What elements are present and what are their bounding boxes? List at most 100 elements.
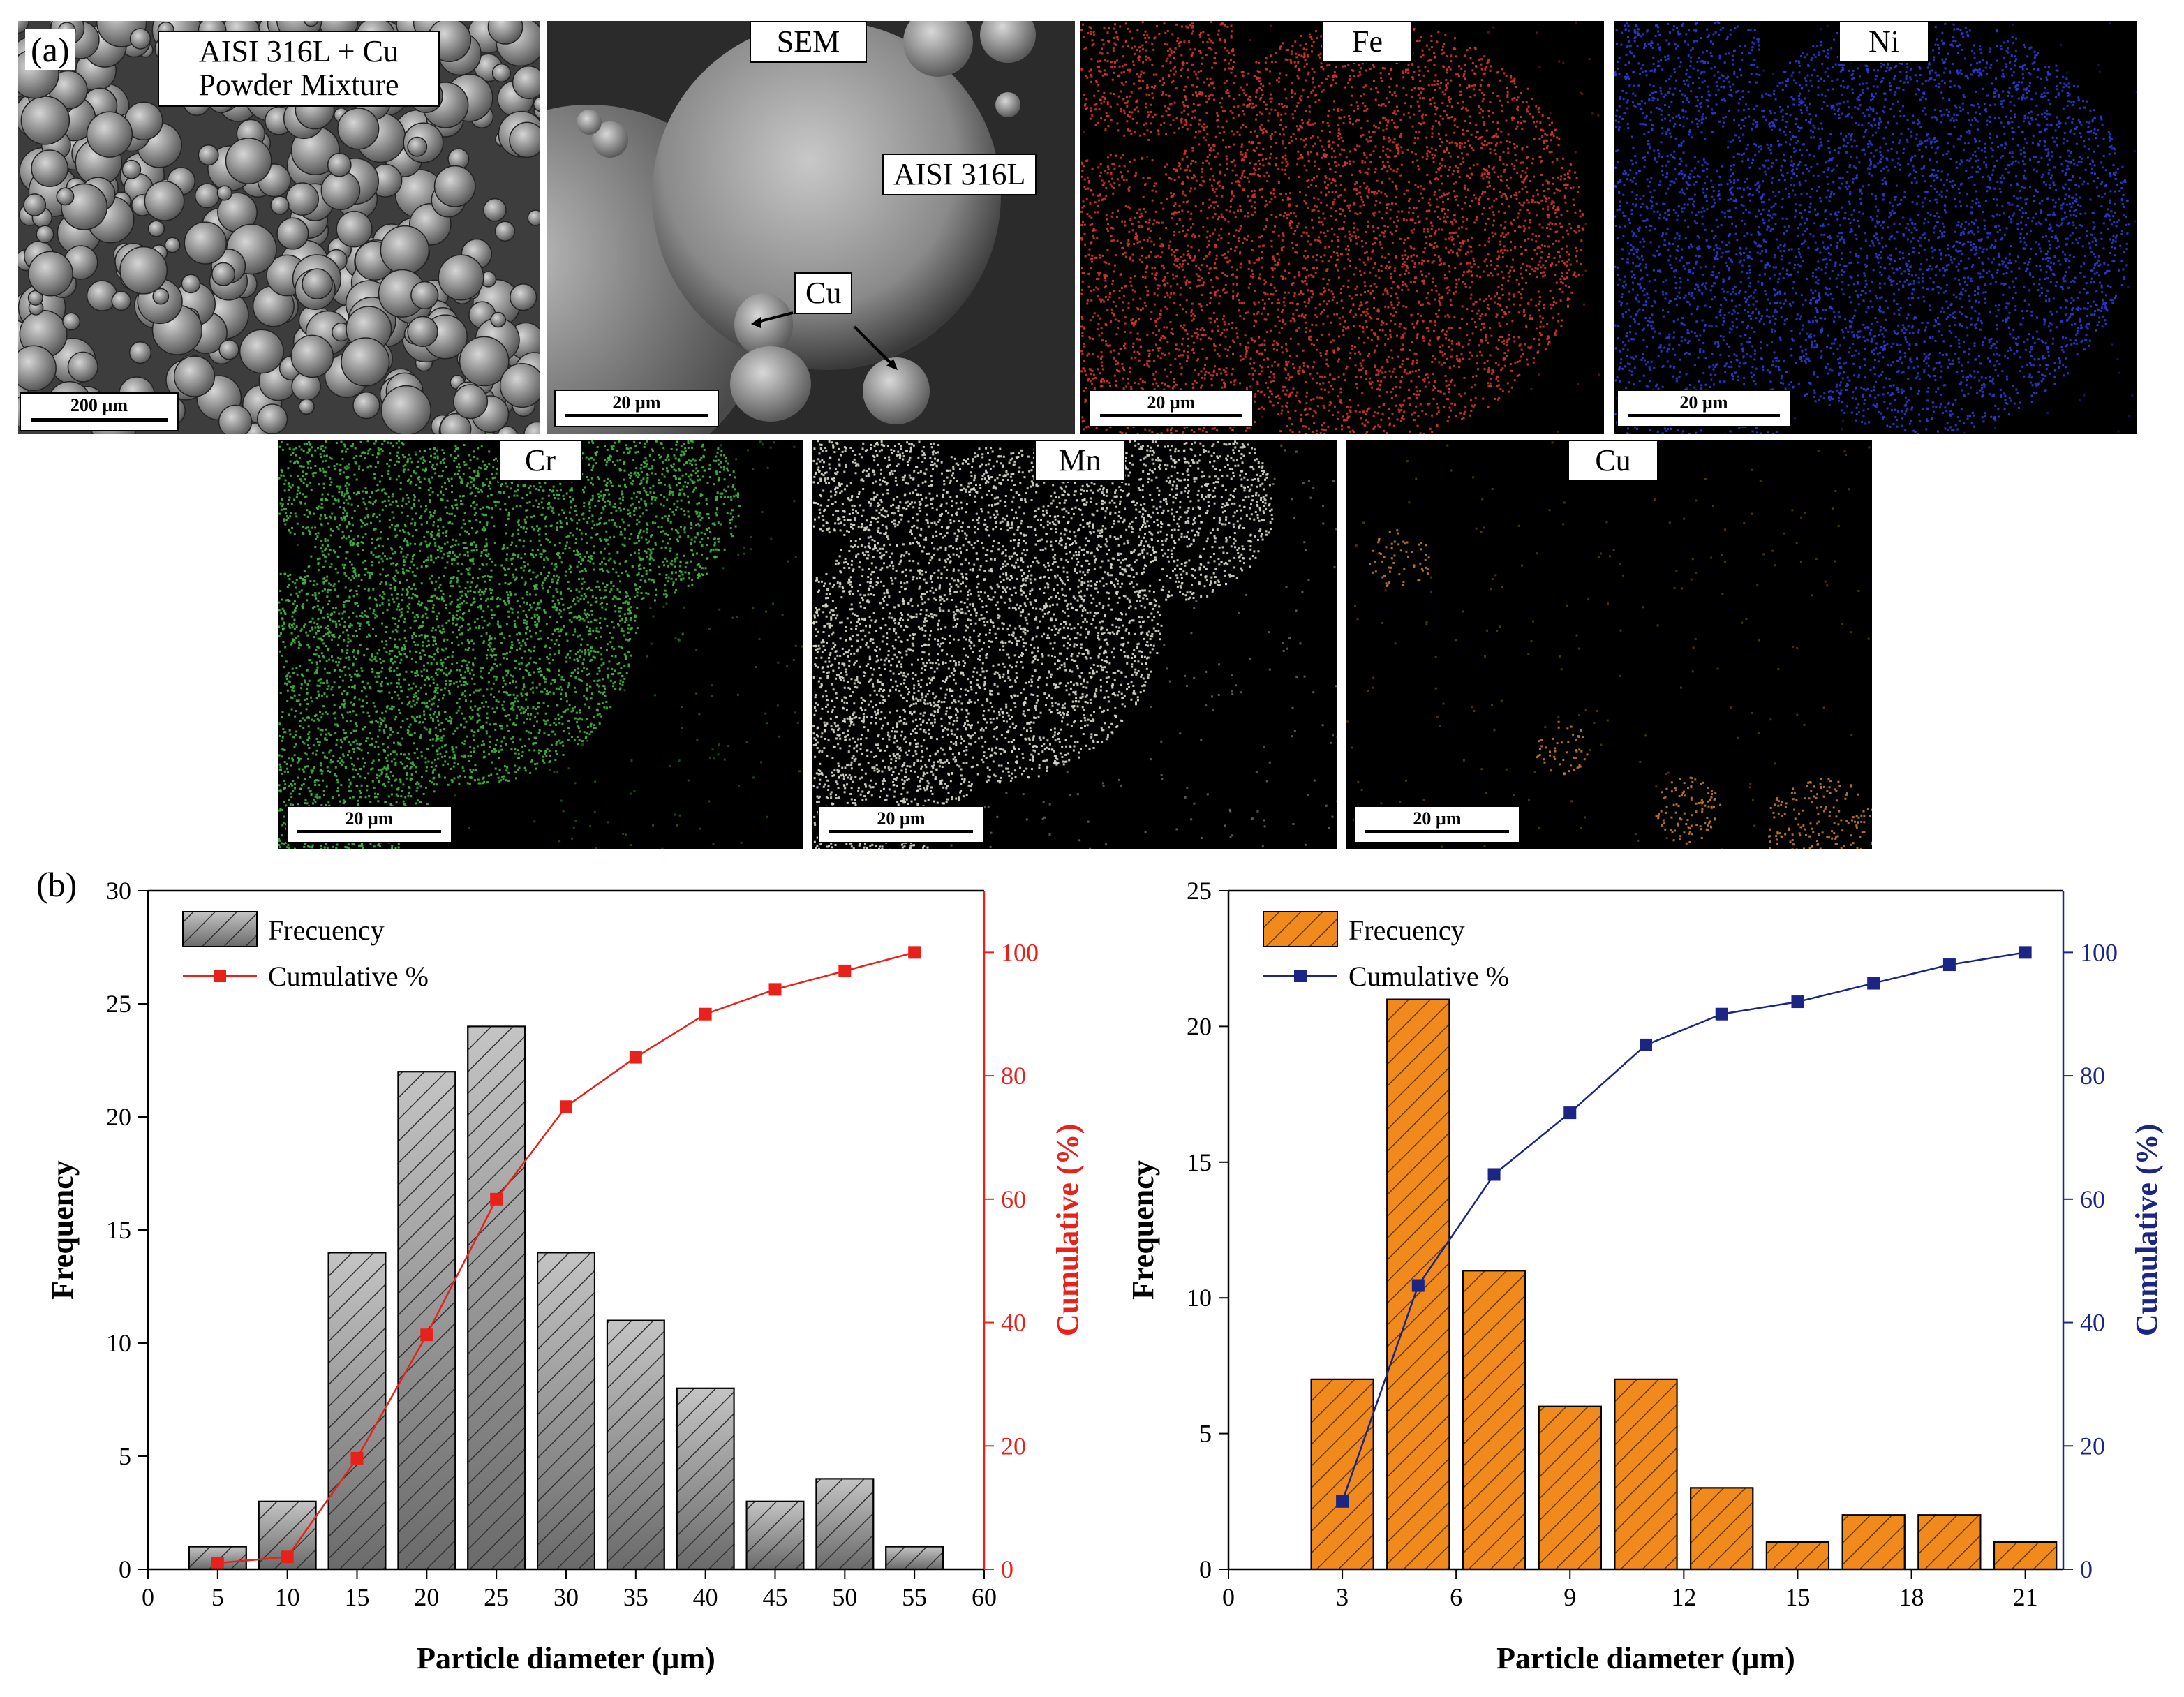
bar-hatch bbox=[1765, 1541, 1830, 1570]
bar-hatch bbox=[1538, 1405, 1602, 1570]
cumulative-point bbox=[1563, 1106, 1577, 1120]
x-tick-label: 21 bbox=[2013, 1583, 2038, 1611]
bar-hatch bbox=[1462, 1270, 1526, 1570]
bar-hatch bbox=[676, 1387, 735, 1570]
eds-map-fe: Fe 20 µm bbox=[1080, 21, 1604, 434]
x-tick-label: 0 bbox=[1222, 1583, 1235, 1611]
bar-hatch bbox=[1917, 1514, 1982, 1570]
sem-scale-text: 20 µm bbox=[556, 392, 718, 413]
x-axis-label: Particle diameter (µm) bbox=[417, 1641, 715, 1675]
y2-tick-label: 80 bbox=[2080, 1062, 2105, 1090]
panel-b-label: (b) bbox=[31, 864, 82, 905]
eds-map-cr: Cr 20 µm bbox=[278, 440, 803, 849]
x-tick-label: 5 bbox=[211, 1583, 224, 1611]
cu-dots bbox=[1346, 440, 1872, 849]
y-tick-label: 25 bbox=[106, 990, 131, 1018]
sem-particles bbox=[547, 21, 1075, 434]
y2-tick-label: 40 bbox=[2080, 1309, 2105, 1337]
y2-tick-label: 60 bbox=[2080, 1185, 2105, 1213]
overview-scale-text: 200 µm bbox=[21, 395, 177, 416]
cumulative-point bbox=[211, 1557, 224, 1570]
fe-scale-bar: 20 µm bbox=[1089, 390, 1254, 427]
x-tick-label: 45 bbox=[763, 1583, 788, 1611]
cumulative-point bbox=[420, 1328, 433, 1342]
x-tick-label: 9 bbox=[1563, 1583, 1576, 1611]
chart-right: 0 3 6 9 12 15 18 21 0 5 10 15 20 25 0 20 40 60 80 100 Partic… bbox=[1126, 877, 2164, 1675]
cumulative-point bbox=[560, 1100, 572, 1113]
x-tick-label: 20 bbox=[414, 1583, 439, 1611]
cumulative-point bbox=[1411, 1279, 1425, 1292]
legend-cumulative-label: Cumulative % bbox=[268, 961, 429, 992]
legend-frequency-label: Frecuency bbox=[268, 914, 385, 946]
y-tick-label: 20 bbox=[1187, 1012, 1212, 1040]
y2-tick-label: 60 bbox=[1001, 1185, 1026, 1213]
cr-label: Cr bbox=[498, 440, 582, 482]
bar-hatch bbox=[327, 1252, 387, 1571]
y2-tick-label: 20 bbox=[1001, 1432, 1026, 1460]
bar-hatch bbox=[467, 1025, 526, 1570]
mn-scale-bar: 20 µm bbox=[818, 806, 984, 843]
x-tick-label: 18 bbox=[1899, 1583, 1924, 1611]
y-axis-label: Frequency bbox=[45, 1160, 80, 1300]
x-tick-label: 30 bbox=[554, 1583, 579, 1611]
y2-axis-label: Cumulative (%) bbox=[2130, 1124, 2164, 1336]
y2-tick-label: 80 bbox=[1001, 1062, 1026, 1090]
x-tick-label: 25 bbox=[484, 1583, 509, 1611]
x-tick-label: 15 bbox=[1785, 1583, 1810, 1611]
cumulative-point bbox=[1942, 958, 1956, 972]
x-tick-label: 35 bbox=[623, 1583, 648, 1611]
x-tick-label: 55 bbox=[902, 1583, 927, 1611]
fe-dots bbox=[1080, 21, 1604, 434]
cumulative-line bbox=[1341, 951, 2026, 1502]
cumulative-point bbox=[2019, 946, 2032, 959]
cumulative-point bbox=[281, 1550, 294, 1564]
cumulative-point bbox=[629, 1051, 642, 1064]
bar-hatch bbox=[606, 1319, 665, 1570]
ni-dots bbox=[1614, 21, 2137, 434]
mn-dots bbox=[812, 440, 1337, 849]
y2-tick-label: 40 bbox=[1001, 1309, 1026, 1337]
mn-label: Mn bbox=[1034, 440, 1125, 482]
bar-hatch bbox=[885, 1546, 944, 1570]
cr-scale-bar: 20 µm bbox=[286, 806, 452, 843]
x-tick-label: 60 bbox=[972, 1583, 997, 1611]
bar-hatch bbox=[1310, 1378, 1374, 1571]
y-tick-label: 30 bbox=[106, 877, 131, 905]
cumulative-point bbox=[838, 964, 852, 977]
x-tick-label: 12 bbox=[1671, 1583, 1696, 1611]
bar-hatch bbox=[1614, 1378, 1678, 1571]
x-tick-label: 40 bbox=[693, 1583, 718, 1611]
y2-tick-label: 20 bbox=[2080, 1432, 2105, 1460]
cr-dots bbox=[278, 440, 803, 849]
bar-hatch bbox=[745, 1500, 805, 1570]
ni-scale-bar: 20 µm bbox=[1617, 390, 1791, 427]
sem-micrograph: SEM AISI 316L Cu 20 µm bbox=[547, 21, 1075, 434]
y-tick-label: 25 bbox=[1187, 877, 1212, 905]
sem-scale-bar: 20 µm bbox=[554, 390, 719, 427]
y-tick-label: 15 bbox=[1187, 1148, 1212, 1176]
bar-hatch bbox=[1841, 1514, 1906, 1570]
cumulative-point bbox=[1791, 995, 1804, 1009]
y-tick-label: 0 bbox=[1199, 1555, 1212, 1583]
cumulative-point bbox=[1336, 1495, 1349, 1508]
eds-map-mn: Mn 20 µm bbox=[812, 440, 1337, 849]
y2-tick-label: 100 bbox=[1001, 938, 1039, 966]
overview-scale-bar: 200 µm bbox=[20, 392, 179, 431]
y-tick-label: 5 bbox=[1199, 1420, 1212, 1448]
fe-scale-text: 20 µm bbox=[1090, 392, 1252, 413]
y-tick-label: 10 bbox=[106, 1329, 131, 1357]
cr-scale-text: 20 µm bbox=[288, 808, 451, 829]
particle-size-charts: 0 5 10 15 20 25 30 35 40 45 50 55 600510152025300204… bbox=[45, 877, 2164, 1675]
legend-frequency-label: Frecuency bbox=[1349, 914, 1465, 946]
panel-a-label: (a) bbox=[25, 29, 75, 70]
cu-scale-bar: 20 µm bbox=[1354, 806, 1520, 843]
bar-hatch bbox=[1690, 1487, 1754, 1570]
y2-tick-label: 100 bbox=[2080, 938, 2118, 966]
x-tick-label: 50 bbox=[832, 1583, 857, 1611]
cumulative-point bbox=[768, 983, 782, 996]
overview-label: AISI 316L + Cu Powder Mixture bbox=[158, 31, 440, 107]
x-tick-label: 0 bbox=[142, 1583, 154, 1611]
bar-hatch bbox=[1993, 1541, 2058, 1570]
x-tick-label: 15 bbox=[345, 1583, 370, 1611]
bar-hatch bbox=[397, 1071, 456, 1570]
